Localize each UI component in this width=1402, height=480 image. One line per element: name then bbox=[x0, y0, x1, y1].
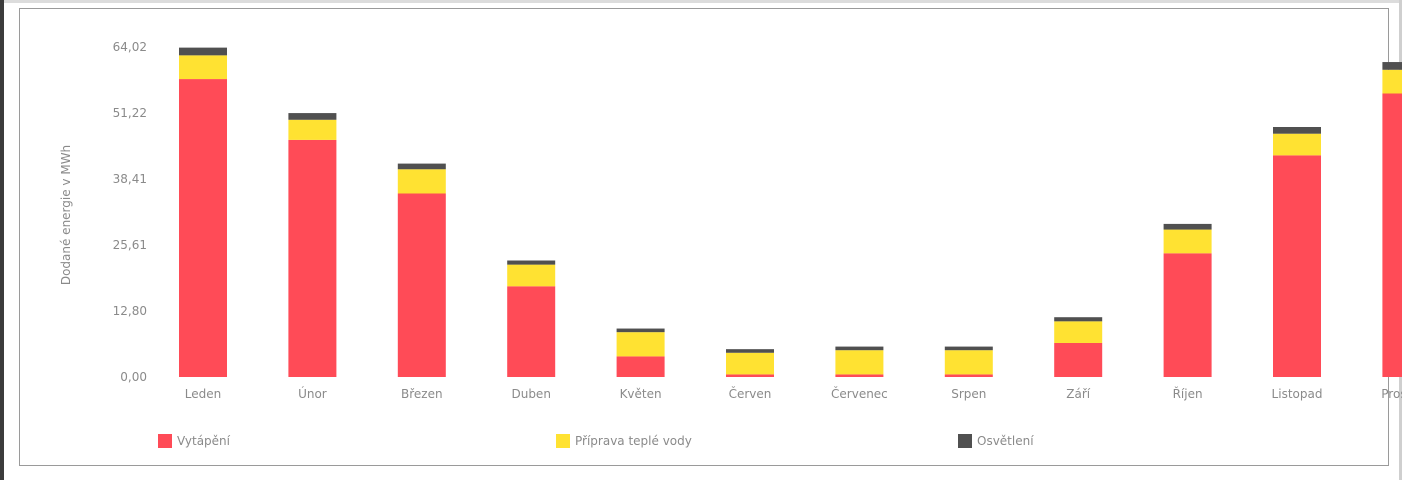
bar-segment bbox=[835, 350, 884, 375]
bar-segment bbox=[616, 328, 665, 333]
bar-segment bbox=[726, 349, 774, 353]
scan-edge-top bbox=[0, 0, 1402, 3]
bar-segment bbox=[179, 55, 227, 80]
x-category-label: Červenec bbox=[831, 386, 888, 401]
y-tick-label: 12,80 bbox=[113, 304, 147, 318]
legend-item: Příprava teplé vody bbox=[556, 434, 692, 448]
bar-stack bbox=[507, 260, 556, 377]
bar-segment bbox=[944, 350, 993, 375]
bar-segment bbox=[835, 346, 884, 351]
bar-stack bbox=[179, 47, 227, 377]
bar-segment bbox=[288, 139, 337, 377]
legend-label: Osvětlení bbox=[977, 434, 1034, 448]
legend-item: Osvětlení bbox=[958, 434, 1034, 448]
bar-stack bbox=[288, 113, 337, 377]
bar-segment bbox=[944, 346, 993, 351]
bar-segment bbox=[1163, 229, 1212, 254]
bar-segment bbox=[726, 374, 774, 377]
bar-segment bbox=[1054, 321, 1103, 343]
legend-label: Vytápění bbox=[177, 434, 231, 448]
x-category-label: Prosinec bbox=[1381, 387, 1402, 401]
x-category-labels: Leden Únor Březen Duben Květen Červen Červenec… bbox=[185, 386, 1402, 401]
bar-segment bbox=[288, 119, 337, 140]
bar-segment bbox=[616, 356, 665, 377]
bar-stack bbox=[616, 328, 665, 377]
legend-swatch bbox=[958, 434, 972, 448]
bar-segment bbox=[616, 332, 665, 357]
y-tick-label: 38,41 bbox=[113, 172, 147, 186]
bar-stack bbox=[1382, 62, 1402, 377]
legend: Vytápění Příprava teplé vody Osvětlení bbox=[158, 434, 1034, 448]
bar-segment bbox=[944, 374, 993, 377]
bar-segment bbox=[1382, 93, 1402, 377]
bar-segment bbox=[726, 352, 774, 375]
bar-segment bbox=[179, 79, 227, 377]
bar-segment bbox=[1382, 62, 1402, 70]
bar-stack bbox=[944, 346, 993, 377]
bar-segment bbox=[397, 193, 446, 377]
x-category-label: Únor bbox=[298, 386, 327, 401]
bar-segment bbox=[397, 169, 446, 194]
bar-segment bbox=[1163, 223, 1212, 230]
bar-segment bbox=[1054, 317, 1103, 322]
x-category-label: Duben bbox=[511, 387, 550, 401]
x-category-label: Květen bbox=[620, 387, 662, 401]
bar-segment bbox=[179, 47, 227, 56]
legend-swatch bbox=[158, 434, 172, 448]
y-tick-label: 51,22 bbox=[113, 106, 147, 120]
bar-segment bbox=[397, 163, 446, 170]
bar-segment bbox=[507, 260, 556, 265]
bar-segment bbox=[507, 264, 556, 287]
x-category-label: Leden bbox=[185, 387, 221, 401]
bar-stack bbox=[1163, 223, 1212, 377]
x-category-label: Říjen bbox=[1173, 386, 1203, 401]
y-tick-label: 25,61 bbox=[113, 238, 147, 252]
bar-stacks bbox=[179, 47, 1402, 377]
bar-stack bbox=[397, 163, 446, 377]
y-tick-label: 0,00 bbox=[120, 370, 147, 384]
bar-segment bbox=[835, 374, 884, 377]
bar-stack bbox=[835, 346, 884, 377]
y-tick-label: 64,02 bbox=[113, 40, 147, 54]
bar-stack bbox=[726, 349, 774, 377]
bar-stack bbox=[1273, 127, 1321, 377]
bar-segment bbox=[1054, 342, 1103, 377]
bar-segment bbox=[1273, 133, 1321, 156]
x-category-label: Březen bbox=[401, 387, 443, 401]
legend-label: Příprava teplé vody bbox=[575, 434, 692, 448]
y-axis-title: Dodané energie v MWh bbox=[59, 145, 73, 285]
bar-segment bbox=[507, 286, 556, 377]
bar-segment bbox=[1163, 253, 1212, 377]
legend-item: Vytápění bbox=[158, 434, 231, 448]
bar-segment bbox=[1382, 69, 1402, 94]
legend-swatch bbox=[556, 434, 570, 448]
x-category-label: Září bbox=[1066, 387, 1091, 401]
x-category-label: Listopad bbox=[1272, 387, 1323, 401]
chart-container bbox=[19, 8, 1389, 466]
bar-segment bbox=[1273, 155, 1321, 377]
scan-edge-left bbox=[0, 0, 4, 480]
bar-segment bbox=[288, 113, 337, 120]
bar-stack bbox=[1054, 317, 1103, 377]
y-tick-labels: 0,00 12,80 25,61 38,41 51,22 64,02 bbox=[113, 40, 147, 384]
x-category-label: Srpen bbox=[951, 387, 986, 401]
bar-segment bbox=[1273, 127, 1321, 134]
x-category-label: Červen bbox=[729, 386, 772, 401]
